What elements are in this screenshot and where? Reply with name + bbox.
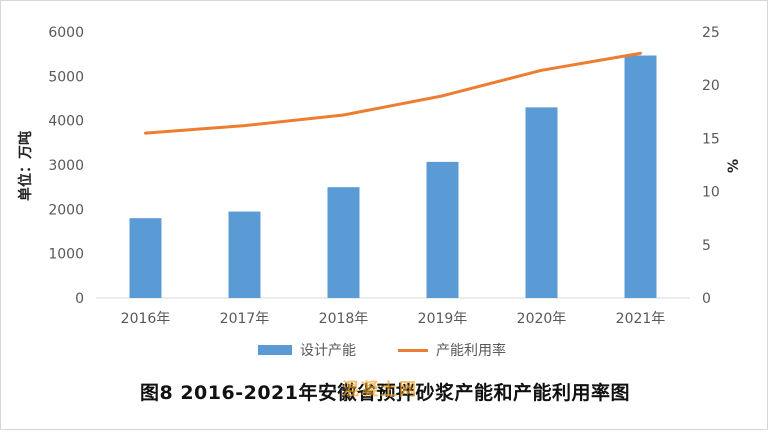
y-tick-label-3: 3000 — [48, 158, 84, 174]
left-axis-ticks: 0 1000 2000 3000 4000 5000 6000 — [48, 25, 84, 307]
y2-tick-label-5: 25 — [702, 25, 720, 41]
legend: 设计产能 产能利用率 — [258, 340, 548, 360]
legend-label-line: 产能利用率 — [436, 343, 506, 359]
legend-item-line: 产能利用率 — [398, 340, 506, 360]
x-tick-label-1: 2017年 — [220, 311, 270, 327]
bar-3 — [426, 161, 459, 298]
legend-swatch-bar — [258, 345, 292, 355]
y2-tick-label-4: 20 — [702, 78, 720, 94]
legend-label-bar: 设计产能 — [300, 343, 356, 359]
legend-swatch-line — [398, 348, 428, 352]
y-tick-label-4: 4000 — [48, 114, 84, 130]
y2-tick-label-3: 15 — [702, 131, 720, 147]
y-tick-label-0: 0 — [75, 291, 84, 307]
x-tick-label-2: 2018年 — [319, 311, 369, 327]
line-series-utilization — [144, 51, 642, 135]
x-tick-label-0: 2016年 — [121, 311, 171, 327]
x-tick-label-3: 2019年 — [418, 311, 468, 327]
chart-canvas: 0 1000 2000 3000 4000 5000 6000 0 5 10 15 20 25 201… — [17, 25, 742, 327]
y-tick-label-5: 5000 — [48, 69, 84, 85]
y-tick-label-2: 2000 — [48, 202, 84, 218]
y2-axis-label: % — [726, 159, 742, 173]
legend-item-bar: 设计产能 — [258, 340, 356, 360]
y-tick-label-1: 1000 — [48, 247, 84, 263]
bar-4 — [525, 107, 558, 298]
x-tick-label-5: 2021年 — [616, 311, 666, 327]
y2-tick-label-1: 5 — [702, 238, 711, 254]
figure-caption: 图8 2016-2021年安徽省预拌砂浆产能和产能利用率图 — [140, 382, 630, 404]
y-axis-label: 单位：万吨 — [17, 131, 34, 201]
bar-0 — [129, 218, 162, 298]
bar-5 — [624, 55, 657, 298]
y2-tick-label-0: 0 — [702, 291, 711, 307]
watermark-logo: 混凝土网 — [342, 380, 418, 400]
y2-tick-label-2: 10 — [702, 185, 720, 201]
bar-1 — [228, 211, 261, 298]
x-tick-label-4: 2020年 — [517, 311, 567, 327]
y-tick-label-6: 6000 — [48, 25, 84, 41]
utilization-line — [144, 51, 642, 135]
bar-2 — [327, 187, 360, 298]
right-axis-ticks: 0 5 10 15 20 25 — [702, 25, 720, 307]
category-axis-ticks: 2016年 2017年 2018年 2019年 2020年 2021年 — [121, 311, 666, 327]
bar-series-design-capacity — [129, 55, 657, 298]
